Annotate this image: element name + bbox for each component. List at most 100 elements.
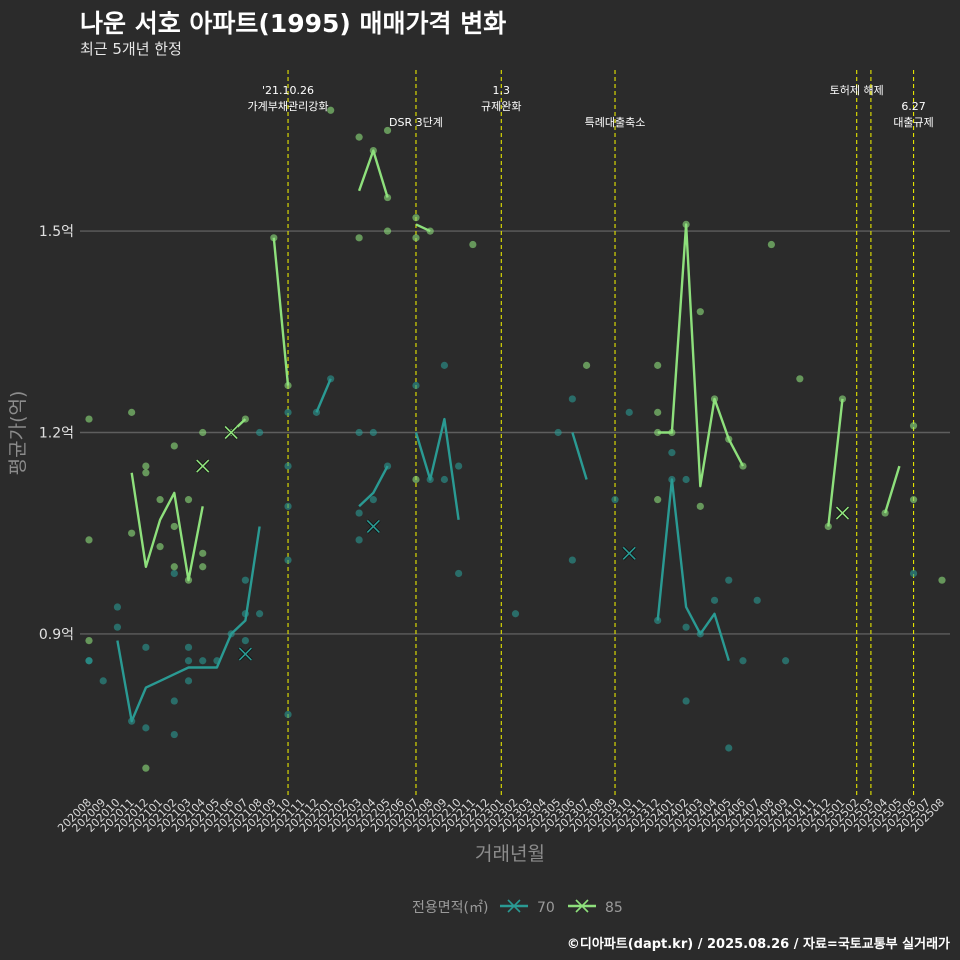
data-point-70	[355, 428, 363, 437]
data-point-70	[654, 616, 662, 625]
data-point-85	[156, 496, 164, 504]
data-point-85	[284, 381, 292, 390]
data-point-85	[582, 361, 591, 369]
data-point-85	[241, 415, 249, 423]
data-point-70	[739, 657, 747, 665]
data-point-70	[511, 610, 520, 618]
x-axis-label: 거래년월	[475, 843, 545, 865]
data-point-70	[668, 449, 676, 457]
data-point-85	[327, 106, 335, 114]
data-point-85	[938, 576, 946, 584]
event-label: DSR 3단계	[389, 116, 443, 129]
data-point-70	[440, 361, 449, 369]
data-point-70	[113, 623, 122, 631]
data-point-85	[654, 428, 662, 437]
series-marks	[85, 106, 946, 772]
data-point-70	[170, 730, 178, 739]
data-point-70	[284, 556, 292, 564]
data-point-70	[241, 576, 249, 584]
data-point-70	[753, 596, 761, 604]
data-point-70	[412, 381, 420, 390]
data-point-70	[184, 643, 193, 651]
data-point-70	[782, 657, 790, 665]
legend-cross-70	[507, 899, 521, 913]
data-point-70	[355, 536, 363, 544]
data-point-70	[170, 697, 178, 705]
data-point-85	[355, 133, 363, 141]
series-line-70	[571, 432, 588, 480]
cross-stroke	[622, 546, 636, 560]
data-point-85	[85, 415, 93, 423]
legend-title: 전용면적(㎡)	[412, 900, 488, 916]
data-point-85	[682, 220, 690, 228]
data-point-85	[355, 234, 363, 242]
data-point-85	[184, 576, 193, 584]
data-point-70	[611, 496, 619, 504]
data-point-70	[199, 657, 207, 665]
data-point-85	[654, 361, 662, 369]
data-point-85	[369, 146, 377, 155]
data-point-70	[284, 710, 292, 719]
data-point-70	[682, 475, 690, 484]
grid-lines	[80, 230, 950, 635]
data-point-70	[170, 569, 178, 578]
data-point-85	[270, 234, 278, 242]
event-label: 1.3	[493, 84, 511, 97]
data-point-85	[710, 395, 719, 403]
data-point-70	[710, 596, 719, 604]
data-point-85	[654, 496, 662, 504]
data-point-70	[909, 569, 918, 578]
data-point-85	[85, 637, 93, 645]
data-point-70	[241, 637, 249, 645]
event-label: 6.27	[901, 100, 926, 113]
data-point-70	[85, 657, 93, 665]
data-point-85	[170, 522, 178, 531]
data-point-70	[725, 744, 733, 752]
data-point-85	[696, 502, 704, 510]
data-point-70	[142, 724, 150, 732]
data-point-70	[184, 677, 193, 685]
data-point-85	[128, 408, 136, 416]
event-label: 특례대출축소	[585, 116, 646, 129]
legend-cross-85	[575, 899, 589, 913]
data-point-70	[284, 408, 292, 416]
data-point-70	[455, 462, 463, 470]
data-point-85	[142, 764, 150, 772]
cross-stroke	[238, 647, 252, 661]
data-point-70	[99, 677, 107, 685]
cross-marker-70	[366, 519, 381, 534]
cross-stroke	[835, 506, 850, 520]
data-point-85	[469, 240, 477, 249]
data-point-70	[128, 717, 136, 725]
data-point-70	[625, 408, 633, 416]
legend: 전용면적(㎡) 70 85	[412, 899, 623, 916]
legend-label-70: 70	[537, 900, 555, 916]
data-point-85	[383, 193, 392, 202]
cross-marker-85	[195, 458, 210, 474]
data-point-85	[142, 469, 150, 477]
data-point-70	[369, 428, 377, 437]
data-point-85	[412, 214, 420, 222]
data-point-70	[682, 697, 690, 705]
y-axis-label: 평균가(억)	[7, 391, 29, 476]
data-point-85	[696, 308, 704, 316]
event-label: '21.10.26	[262, 84, 314, 97]
data-point-70	[725, 576, 733, 584]
data-point-85	[654, 408, 662, 416]
event-label: 가계부채관리강화	[248, 100, 329, 113]
cross-stroke	[196, 459, 210, 473]
data-point-70	[284, 502, 292, 510]
cross-marker-85	[224, 425, 239, 440]
data-point-70	[568, 395, 576, 403]
data-point-85	[170, 563, 178, 571]
series-line-70	[414, 417, 460, 520]
cross-stroke	[366, 519, 380, 534]
series-line-85	[132, 151, 942, 581]
y-tick-label: 0.9억	[39, 627, 74, 643]
data-point-70	[668, 475, 676, 484]
chart-subtitle: 최근 5개년 한정	[80, 40, 182, 58]
data-point-85	[412, 234, 420, 242]
chart-title: 나운 서호 아파트(1995) 매매가격 변화	[80, 9, 507, 38]
